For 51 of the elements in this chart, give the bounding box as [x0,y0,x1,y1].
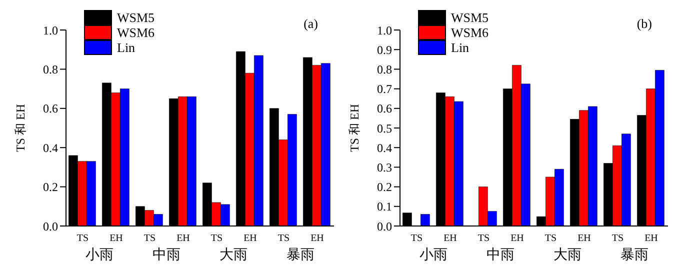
x-tick-label: EH [644,233,658,244]
y-tick-label: 0.5 [377,121,392,136]
x-tick-label: TS [210,233,223,244]
x-tick-label: TS [144,233,156,244]
x-tick-label: EH [578,233,591,244]
text: 大雨 [218,246,248,264]
legend-label: Lin [117,40,136,55]
y-tick-label: 0.6 [43,102,58,116]
text: 中雨 [486,246,516,264]
y-tick-label: 0.0 [377,219,392,234]
x-tick-label: TS [410,233,423,244]
text: 暴雨 [620,246,650,264]
legend-label: WSM5 [117,10,155,25]
annotation: (b) [636,16,652,32]
y-axis-title: TS 和 EH [347,104,362,152]
y-tick-label: 0.2 [377,180,392,194]
y-tick-label: 0.8 [377,62,392,76]
y-tick-label: 0.8 [43,62,58,76]
x-tick-label: EH [310,233,324,244]
x-tick-label: EH [110,233,123,244]
legend-label: WSM5 [451,10,489,25]
x-tick-label: EH [244,233,257,244]
y-tick-label: 0.0 [43,219,58,234]
legend-label: WSM6 [451,25,489,40]
y-tick-label: 0.9 [377,42,392,57]
y-tick-label: 1.0 [377,23,392,38]
legend-label: WSM6 [117,25,155,40]
y-tick-label: 0.7 [377,82,392,96]
annotation: (a) [304,16,318,32]
text: 中雨 [152,246,182,264]
x-tick-label: TS [478,233,490,244]
text: 小雨 [84,246,114,264]
x-tick-label: TS [544,233,557,244]
y-tick-label: 0.6 [377,102,392,116]
text: 大雨 [552,246,582,264]
x-tick-label: TS [612,233,624,244]
x-tick-label: EH [176,233,190,244]
text: 暴雨 [286,246,316,264]
y-tick-label: 0.2 [43,180,58,194]
x-tick-label: TS [76,233,89,244]
y-tick-label: 0.3 [377,160,392,174]
y-tick-label: 0.4 [43,140,58,155]
x-tick-label: EH [444,233,457,244]
y-axis-title: TS 和 EH [13,104,28,152]
y-tick-label: 0.4 [377,140,392,155]
y-tick-label: 0.1 [377,200,392,214]
legend-label: Lin [451,40,470,55]
x-tick-label: EH [510,233,524,244]
y-tick-label: 1.0 [43,23,58,38]
text: 小雨 [418,246,448,264]
x-tick-label: TS [278,233,290,244]
